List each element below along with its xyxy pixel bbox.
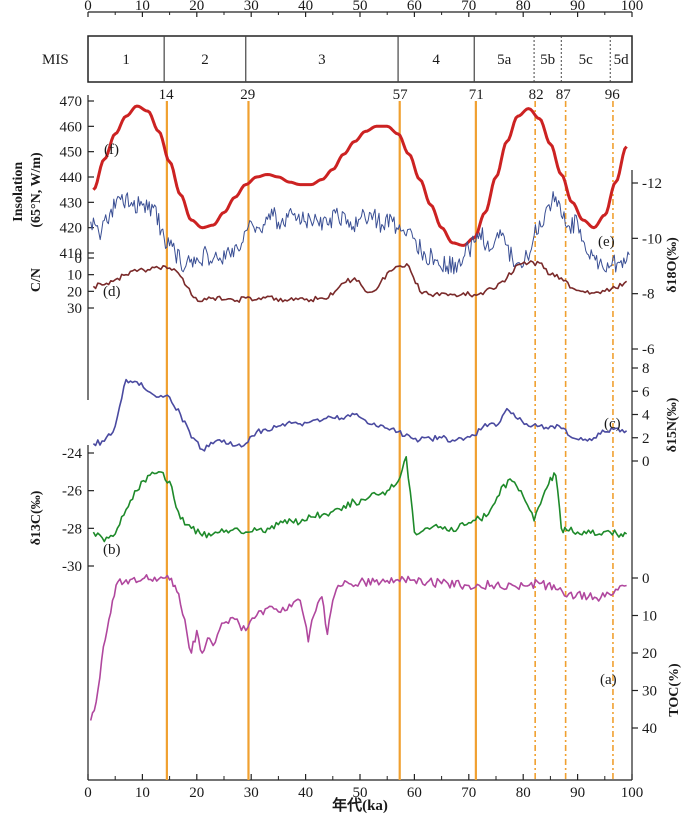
series-d-tag: (d) bbox=[103, 284, 121, 300]
mis-stage-label: 5b bbox=[540, 52, 555, 68]
series-f-tick-label: 450 bbox=[60, 145, 83, 161]
series-e-tick-label: -10 bbox=[642, 231, 662, 247]
series-d-tick-label: 10 bbox=[67, 268, 82, 284]
series-a-tick-label: 10 bbox=[642, 609, 657, 625]
series-b-line bbox=[92, 455, 628, 543]
series-e-tick-label: -8 bbox=[642, 287, 655, 303]
series-e-tick-label: -6 bbox=[642, 342, 655, 358]
series-a-tick-label: 0 bbox=[642, 571, 650, 587]
bottom-x-tick-label: 30 bbox=[244, 785, 259, 801]
series-a-line bbox=[89, 573, 627, 721]
mis-label: MIS bbox=[42, 52, 69, 68]
top-x-tick-label: 50 bbox=[353, 0, 368, 14]
mis-boundary-label: 29 bbox=[240, 87, 255, 103]
series-d-tick-label: 0 bbox=[75, 251, 83, 267]
series-f-tick-label: 420 bbox=[60, 221, 83, 237]
series-d-line bbox=[92, 260, 628, 303]
series-f-tick-label: 410 bbox=[60, 246, 83, 262]
mis-stage-label: 1 bbox=[122, 52, 130, 68]
mis-stage-label: 5a bbox=[497, 52, 512, 68]
mis-boundary-label: 14 bbox=[159, 87, 175, 103]
mis-boundary-label: 71 bbox=[469, 87, 484, 103]
series-a-tag: (a) bbox=[600, 672, 617, 688]
mis-stage-label: 5c bbox=[579, 52, 594, 68]
insolation-axis-title: Insolation (65°N, W/m) bbox=[11, 152, 44, 228]
mis-box bbox=[87, 35, 633, 83]
series-a-tick-label: 40 bbox=[642, 721, 657, 737]
series-d-axis-title: C/N bbox=[29, 268, 44, 292]
mis-boundary-label: 82 bbox=[529, 87, 544, 103]
series-f-line bbox=[92, 104, 628, 247]
top-x-tick-label: 100 bbox=[621, 0, 644, 14]
series-c-tick-label: 2 bbox=[642, 431, 650, 447]
series-c-line bbox=[92, 378, 628, 452]
bottom-x-tick-label: 90 bbox=[570, 785, 585, 801]
bottom-x-tick-label: 0 bbox=[84, 785, 92, 801]
bottom-x-tick-label: 50 bbox=[353, 785, 368, 801]
bottom-x-tick-label: 80 bbox=[516, 785, 531, 801]
x-axis-title: 年代(ka) bbox=[332, 796, 388, 814]
top-x-tick-label: 40 bbox=[298, 0, 313, 14]
series-c-tick-label: 8 bbox=[642, 361, 650, 377]
insolation-axis-title-line1: Insolation bbox=[11, 162, 26, 222]
series-d-tick-label: 30 bbox=[67, 301, 82, 317]
top-x-tick-label: 60 bbox=[407, 0, 422, 14]
series-c-axis-title: δ15N(‰) bbox=[665, 397, 680, 452]
series-e-tick-label: -12 bbox=[642, 176, 662, 192]
top-x-tick-label: 20 bbox=[189, 0, 204, 14]
mis-boundary-label: 87 bbox=[556, 87, 572, 103]
top-x-tick-label: 0 bbox=[84, 0, 92, 14]
series-d-tick-label: 20 bbox=[67, 284, 82, 300]
bottom-x-tick-label: 10 bbox=[135, 785, 150, 801]
series-b-tick-label: -30 bbox=[62, 559, 82, 575]
bottom-x-tick-label: 20 bbox=[189, 785, 204, 801]
mis-stage-label: 5d bbox=[614, 52, 630, 68]
series-b-tag: (b) bbox=[103, 542, 121, 558]
series-c-tick-label: 0 bbox=[642, 454, 650, 470]
series-b-tick-label: -28 bbox=[62, 521, 82, 537]
series-b-tick-label: -26 bbox=[62, 484, 82, 500]
mis-stage-label: 4 bbox=[432, 52, 440, 68]
top-x-tick-label: 70 bbox=[461, 0, 476, 14]
mis-boundary-label: 96 bbox=[605, 87, 621, 103]
bottom-x-tick-label: 40 bbox=[298, 785, 313, 801]
series-f-tick-label: 460 bbox=[60, 119, 83, 135]
top-x-tick-label: 10 bbox=[135, 0, 150, 14]
series-c-tick-label: 6 bbox=[642, 384, 650, 400]
insolation-axis-title-line2: (65°N, W/m) bbox=[29, 152, 44, 228]
series-a-axis-title: TOC(%) bbox=[667, 663, 682, 717]
bottom-x-tick-label: 60 bbox=[407, 785, 422, 801]
top-x-tick-label: 30 bbox=[244, 0, 259, 14]
mis-boundary-label: 57 bbox=[393, 87, 409, 103]
series-a-tick-label: 20 bbox=[642, 646, 657, 662]
top-x-tick-label: 90 bbox=[570, 0, 585, 14]
series-a-tick-label: 30 bbox=[642, 684, 657, 700]
mis-stage-label: 3 bbox=[318, 52, 326, 68]
bottom-x-tick-label: 70 bbox=[461, 785, 476, 801]
series-f-tag: (f) bbox=[104, 142, 119, 158]
series-e-tag: (e) bbox=[598, 234, 615, 250]
bottom-x-tick-label: 100 bbox=[621, 785, 644, 801]
series-f-tick-label: 470 bbox=[60, 94, 83, 110]
series-f-tick-label: 430 bbox=[60, 195, 83, 211]
top-x-tick-label: 80 bbox=[516, 0, 531, 14]
series-c-tick-label: 4 bbox=[642, 408, 650, 424]
series-b-axis-title: δ13C(‰) bbox=[29, 490, 44, 545]
series-f-tick-label: 440 bbox=[60, 170, 83, 186]
mis-stage-label: 2 bbox=[201, 52, 209, 68]
series-b-tick-label: -24 bbox=[62, 446, 82, 462]
series-e-line bbox=[90, 191, 630, 275]
series-e-axis-title: δ18O(‰) bbox=[665, 237, 680, 293]
series-c-tag: (c) bbox=[604, 416, 621, 432]
